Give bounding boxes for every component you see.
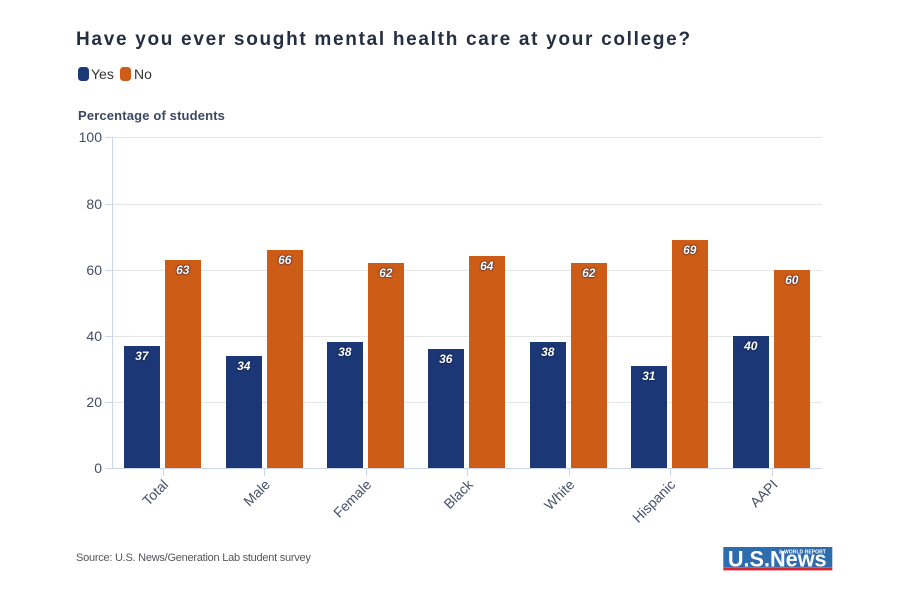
svg-text:& WORLD REPORT: & WORLD REPORT [779, 549, 827, 555]
svg-text:U.S.News: U.S.News [728, 547, 827, 572]
